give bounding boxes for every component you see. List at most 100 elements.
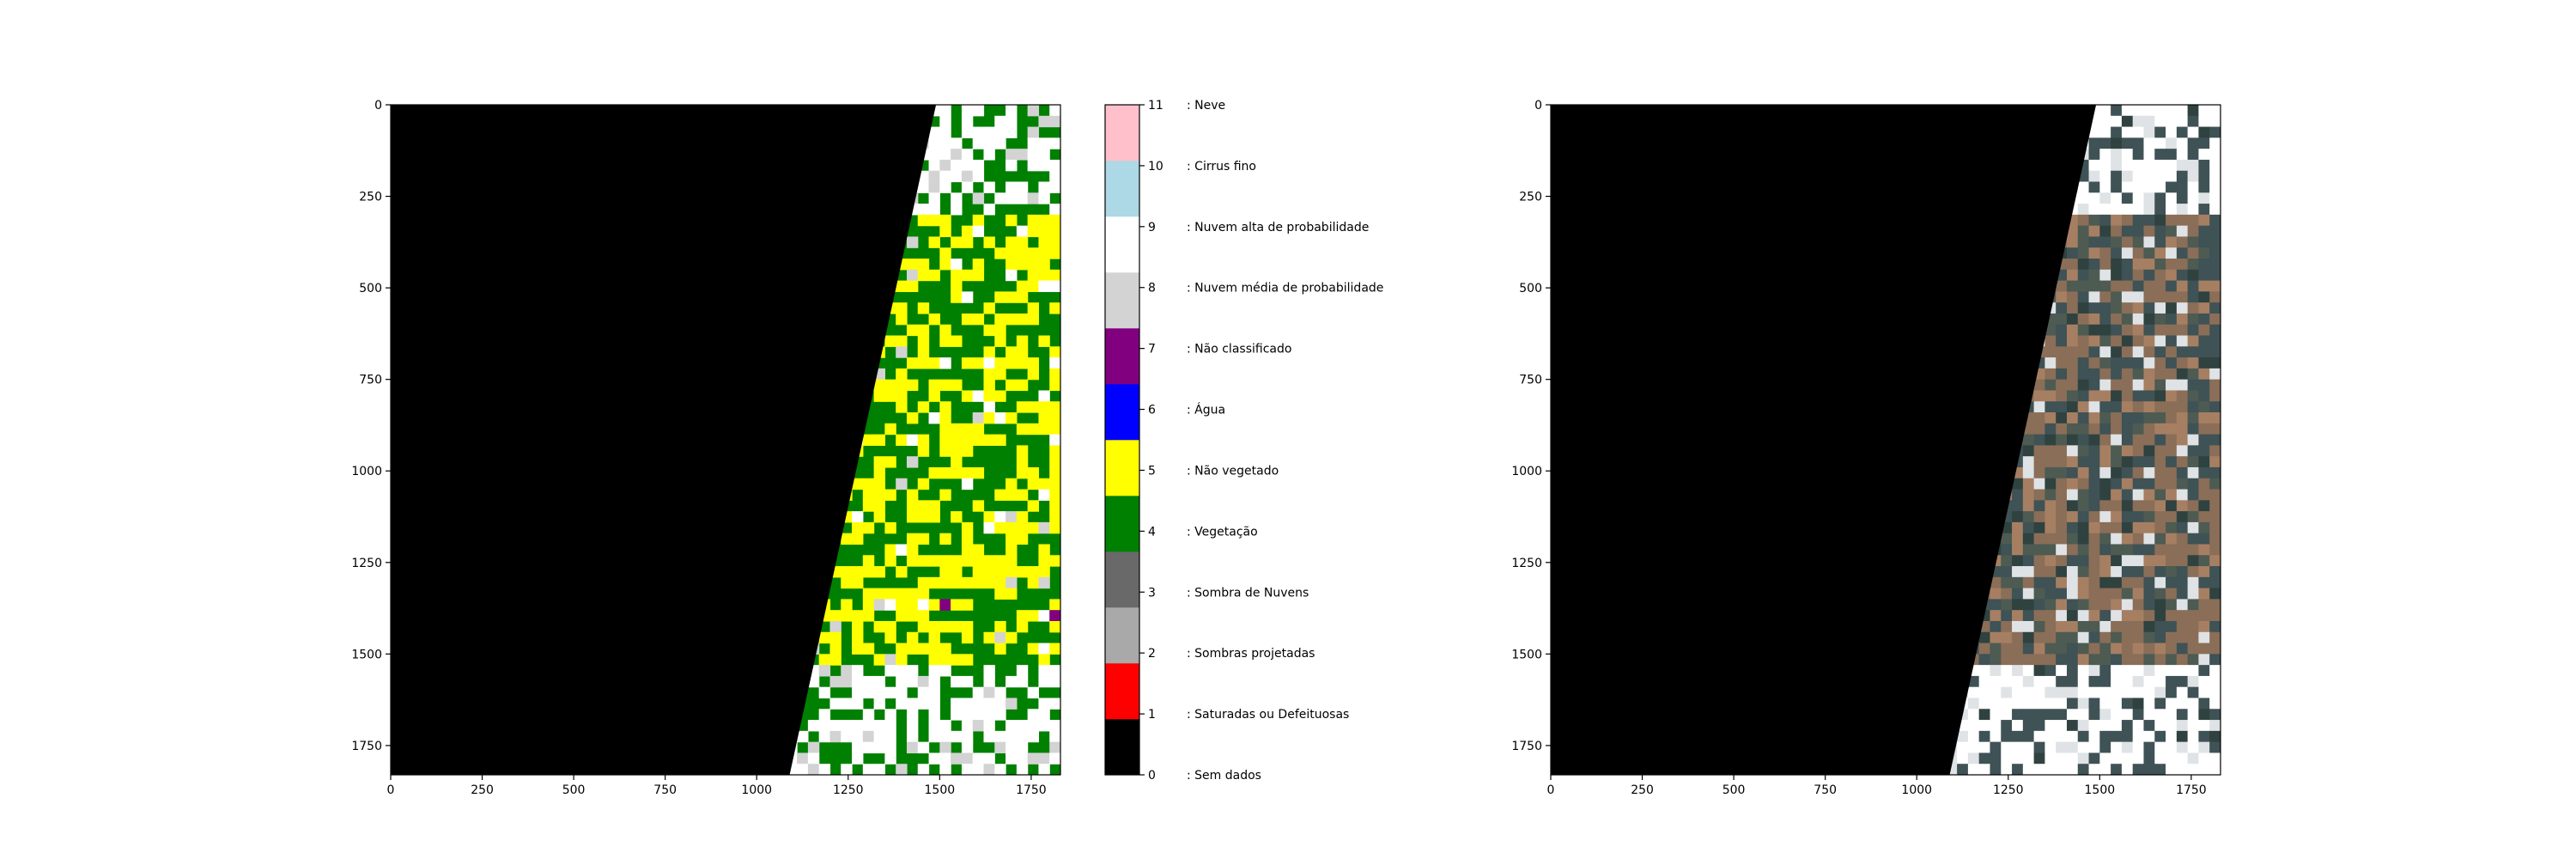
image-patch xyxy=(2044,665,2057,677)
image-patch xyxy=(2099,115,2111,128)
image-patch xyxy=(2044,466,2057,479)
image-patch xyxy=(2111,401,2123,413)
image-patch xyxy=(2209,126,2221,138)
class-patch xyxy=(917,434,930,446)
class-patch xyxy=(1027,159,1040,172)
image-patch xyxy=(2132,698,2145,710)
class-patch xyxy=(1027,576,1040,589)
class-patch xyxy=(1038,236,1050,248)
image-patch xyxy=(2111,280,2123,292)
class-patch xyxy=(906,236,919,248)
class-patch xyxy=(896,698,908,710)
class-patch xyxy=(994,126,1006,138)
class-patch xyxy=(1038,654,1050,666)
class-patch xyxy=(939,401,951,413)
true-color-x-tick-label: 1500 xyxy=(2085,783,2116,797)
image-patch xyxy=(2099,675,2111,688)
image-patch xyxy=(2111,137,2123,149)
class-patch xyxy=(983,631,995,644)
class-patch xyxy=(917,346,930,358)
image-patch xyxy=(2022,631,2035,644)
colorbar-tick-label: 4 xyxy=(1148,525,1156,539)
image-patch xyxy=(2132,280,2145,292)
image-patch xyxy=(2209,192,2221,204)
true-color-y-tick-label: 0 xyxy=(1534,99,1542,113)
class-patch xyxy=(1049,752,1060,765)
image-patch xyxy=(2187,686,2200,699)
image-patch xyxy=(2088,423,2100,436)
image-patch xyxy=(2012,555,2024,567)
class-patch xyxy=(928,631,940,644)
class-patch xyxy=(884,665,896,677)
image-patch xyxy=(2099,741,2111,754)
class-patch xyxy=(1049,170,1060,183)
image-patch xyxy=(2198,357,2210,369)
image-patch xyxy=(2077,511,2090,523)
class-patch xyxy=(951,445,963,457)
class-patch xyxy=(873,698,886,710)
class-patch xyxy=(1049,115,1060,128)
image-patch xyxy=(2176,302,2189,314)
class-patch xyxy=(1005,521,1018,534)
class-patch xyxy=(1027,357,1040,369)
image-patch xyxy=(2012,478,2024,490)
image-patch xyxy=(2143,631,2155,644)
image-patch xyxy=(2066,764,2079,775)
image-patch xyxy=(2099,533,2111,545)
class-patch xyxy=(939,115,951,128)
image-patch xyxy=(1990,620,2002,633)
class-patch xyxy=(928,643,940,655)
class-patch xyxy=(1027,500,1040,512)
class-patch xyxy=(939,412,951,424)
image-patch xyxy=(2176,379,2189,392)
image-patch xyxy=(2111,489,2123,501)
image-patch xyxy=(2033,764,2046,775)
image-patch xyxy=(2198,686,2210,699)
image-patch xyxy=(2209,105,2221,117)
image-patch xyxy=(2121,379,2134,392)
class-patch xyxy=(896,313,908,326)
scene-classification-panel: 0 250 500 750 1000 1250 1500 1750 0250500750100… xyxy=(351,99,1061,797)
classification-y-tick-label: 1250 xyxy=(351,557,382,570)
class-patch xyxy=(906,379,919,392)
class-patch xyxy=(1005,752,1018,765)
image-patch xyxy=(2143,730,2155,743)
image-patch xyxy=(2187,346,2200,358)
image-patch xyxy=(2209,357,2221,369)
class-patch xyxy=(1016,741,1029,754)
class-patch xyxy=(873,466,886,479)
class-patch xyxy=(972,126,985,138)
image-patch xyxy=(2132,401,2145,413)
image-patch xyxy=(2066,357,2079,369)
image-patch xyxy=(2066,631,2079,644)
image-patch xyxy=(2132,456,2145,468)
image-patch xyxy=(2132,533,2145,545)
image-patch xyxy=(2022,764,2035,775)
image-patch xyxy=(2111,610,2123,622)
image-patch xyxy=(2033,390,2046,402)
class-patch xyxy=(1049,730,1060,743)
class-patch xyxy=(983,511,995,523)
image-patch xyxy=(2198,115,2210,128)
image-patch xyxy=(2099,313,2111,326)
class-patch xyxy=(917,698,930,710)
image-patch xyxy=(2209,698,2221,710)
image-patch xyxy=(2099,225,2111,238)
image-patch xyxy=(2209,423,2221,436)
image-patch xyxy=(2012,521,2024,534)
image-patch xyxy=(2187,720,2200,732)
class-patch xyxy=(917,401,930,413)
image-patch xyxy=(2077,379,2090,392)
class-patch xyxy=(1005,533,1018,545)
image-patch xyxy=(2143,478,2155,490)
image-patch xyxy=(2154,259,2166,271)
image-patch xyxy=(2132,423,2145,436)
colorbar-class-labels: : Sem dados: Saturadas ou Defeituosas: S… xyxy=(1187,99,1383,783)
class-patch xyxy=(994,764,1006,775)
class-patch xyxy=(896,390,908,402)
true-color-y-tick-label: 750 xyxy=(1519,374,1542,387)
image-patch xyxy=(2066,511,2079,523)
image-patch xyxy=(2209,159,2221,172)
class-patch xyxy=(951,379,963,392)
